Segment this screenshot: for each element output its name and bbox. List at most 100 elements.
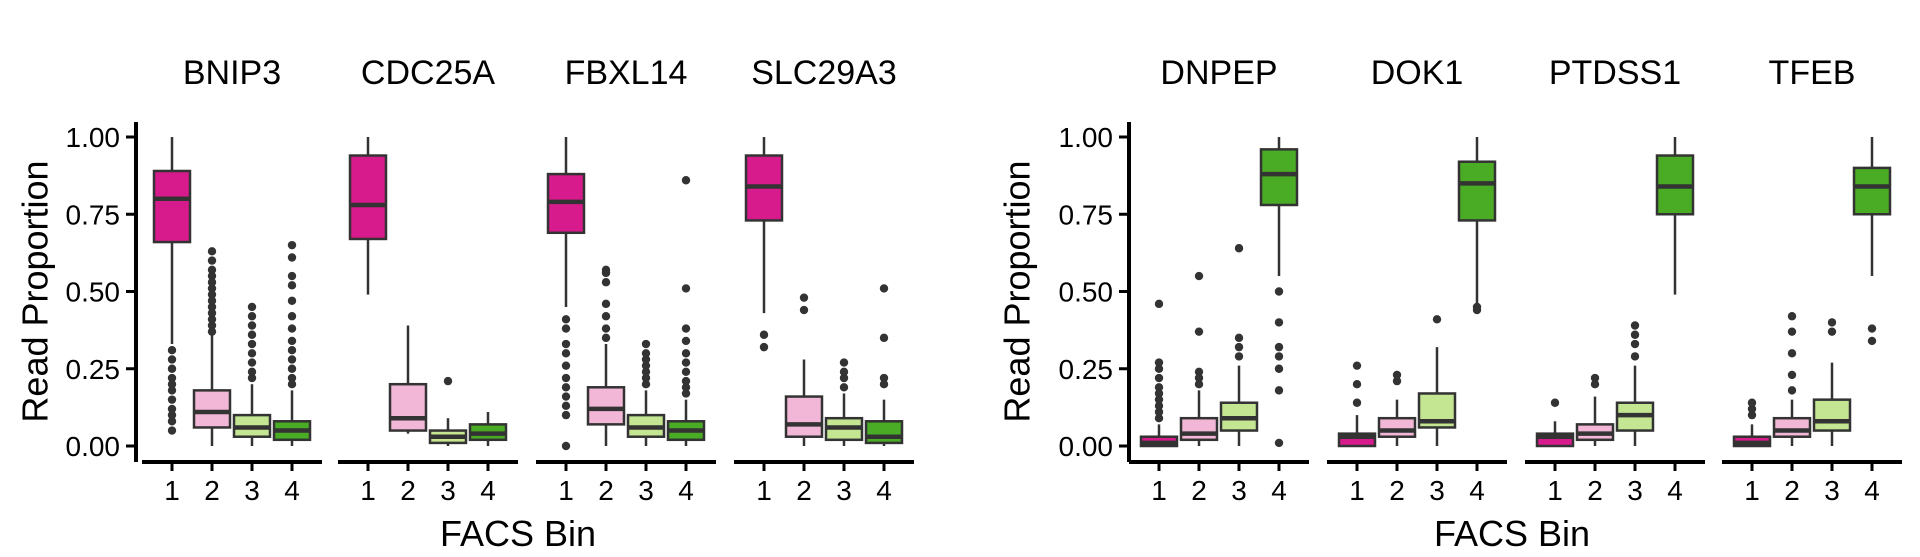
outlier-point — [561, 361, 571, 370]
outlier-point — [561, 339, 571, 349]
x-tick-label: 3 — [1429, 475, 1445, 506]
y-tick-label: 1.00 — [66, 122, 121, 153]
facet-title: DOK1 — [1371, 54, 1464, 92]
outlier-point — [1352, 398, 1362, 407]
outlier-point — [641, 373, 651, 383]
x-tick-label: 4 — [1864, 475, 1880, 506]
outlier-point — [167, 404, 177, 414]
outlier-point — [681, 349, 691, 358]
x-tick-label: 1 — [164, 475, 180, 506]
outlier-point — [287, 336, 297, 346]
box-iqr — [1179, 416, 1219, 442]
outlier-point — [561, 373, 571, 383]
box-iqr — [1457, 160, 1497, 222]
y-axis-title: Read Proportion — [15, 160, 56, 422]
outlier-point — [1154, 401, 1164, 411]
outlier-point — [641, 380, 651, 389]
box-iqr — [784, 395, 824, 438]
outlier-point — [601, 324, 611, 333]
x-tick-label: 2 — [1191, 475, 1207, 506]
outlier-point — [839, 373, 849, 383]
outlier-point — [839, 367, 849, 377]
y-tick-label: 0.75 — [1059, 199, 1114, 230]
outlier-point — [561, 410, 571, 420]
outlier-point — [1154, 413, 1164, 423]
x-tick-label: 1 — [558, 475, 574, 506]
outlier-point — [1392, 376, 1402, 386]
x-tick-label: 3 — [638, 475, 654, 506]
outlier-point — [561, 392, 571, 401]
outlier-point — [1787, 386, 1797, 395]
x-tick-label: 4 — [876, 475, 892, 506]
x-axis-title: FACS Bin — [1434, 513, 1590, 554]
facet-title: DNPEP — [1160, 54, 1277, 92]
x-tick-label: 4 — [480, 475, 496, 506]
facet-title: SLC29A3 — [751, 54, 897, 92]
outlier-point — [247, 312, 257, 321]
x-tick-label: 2 — [1784, 475, 1800, 506]
outlier-point — [287, 253, 297, 262]
outlier-point — [167, 373, 177, 383]
y-tick-label: 0.50 — [1059, 277, 1114, 308]
x-tick-label: 2 — [204, 475, 220, 506]
outlier-point — [601, 333, 611, 343]
outlier-point — [561, 315, 571, 324]
y-tick-label: 0.25 — [1059, 354, 1114, 385]
outlier-point — [1234, 342, 1244, 352]
outlier-point — [247, 349, 257, 358]
outlier-point — [1154, 389, 1164, 398]
outlier-point — [1234, 244, 1244, 253]
outlier-point — [287, 380, 297, 389]
box-iqr — [1259, 148, 1299, 207]
outlier-point — [1747, 404, 1757, 414]
x-tick-label: 1 — [1744, 475, 1760, 506]
outlier-point — [1194, 373, 1204, 383]
box-iqr — [348, 154, 388, 241]
outlier-point — [207, 296, 217, 305]
box-iqr — [1852, 166, 1892, 216]
outlier-point — [879, 333, 889, 343]
outlier-point — [1154, 299, 1164, 309]
outlier-point — [1274, 386, 1284, 395]
outlier-point — [1630, 352, 1640, 361]
outlier-point — [167, 355, 177, 364]
outlier-point — [879, 373, 889, 383]
x-tick-label: 3 — [440, 475, 456, 506]
x-tick-label: 3 — [1627, 475, 1643, 506]
x-tick-label: 1 — [1151, 475, 1167, 506]
outlier-point — [681, 176, 691, 185]
outlier-point — [247, 358, 257, 367]
y-axis-title: Read Proportion — [997, 160, 1038, 422]
outlier-point — [1787, 312, 1797, 321]
outlier-point — [601, 265, 611, 275]
outlier-point — [1194, 380, 1204, 389]
outlier-point — [879, 284, 889, 293]
outlier-point — [167, 364, 177, 373]
outlier-point — [287, 373, 297, 383]
box-iqr — [152, 169, 192, 244]
facet-title: TFEB — [1769, 54, 1856, 92]
outlier-point — [601, 312, 611, 321]
outlier-point — [1274, 352, 1284, 361]
outlier-point — [207, 278, 217, 287]
outlier-point — [1154, 373, 1164, 383]
outlier-point — [247, 339, 257, 349]
outlier-point — [287, 324, 297, 333]
x-tick-label: 4 — [284, 475, 300, 506]
outlier-point — [799, 305, 809, 315]
outlier-point — [1194, 367, 1204, 377]
outlier-point — [1590, 380, 1600, 389]
outlier-point — [1392, 370, 1402, 380]
outlier-point — [1472, 302, 1482, 312]
box-iqr — [586, 386, 626, 426]
outlier-point — [1787, 370, 1797, 380]
outlier-point — [443, 376, 453, 386]
outlier-point — [207, 302, 217, 312]
facet-title: PTDSS1 — [1549, 54, 1681, 92]
outlier-point — [207, 247, 217, 256]
x-tick-label: 2 — [1587, 475, 1603, 506]
outlier-point — [207, 308, 217, 318]
x-tick-label: 1 — [360, 475, 376, 506]
y-tick-label: 0.00 — [66, 431, 121, 462]
